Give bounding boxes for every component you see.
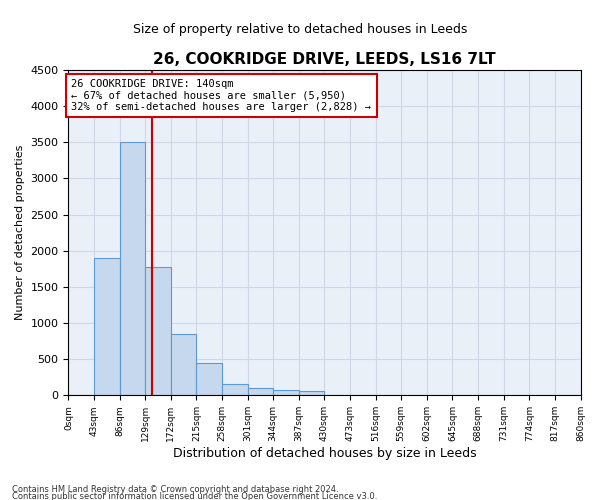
Bar [273,390,299,396]
Bar [248,388,273,396]
Bar [171,334,196,396]
Bar [145,267,171,396]
Bar [299,391,325,396]
Bar [222,384,248,396]
Text: Contains public sector information licensed under the Open Government Licence v3: Contains public sector information licen… [12,492,377,500]
Title: 26, COOKRIDGE DRIVE, LEEDS, LS16 7LT: 26, COOKRIDGE DRIVE, LEEDS, LS16 7LT [153,52,496,68]
Text: Size of property relative to detached houses in Leeds: Size of property relative to detached ho… [133,22,467,36]
Bar [196,363,222,396]
Text: 26 COOKRIDGE DRIVE: 140sqm
← 67% of detached houses are smaller (5,950)
32% of s: 26 COOKRIDGE DRIVE: 140sqm ← 67% of deta… [71,78,371,112]
Y-axis label: Number of detached properties: Number of detached properties [15,145,25,320]
Bar [94,258,119,396]
Bar [119,142,145,396]
Text: Contains HM Land Registry data © Crown copyright and database right 2024.: Contains HM Land Registry data © Crown c… [12,486,338,494]
X-axis label: Distribution of detached houses by size in Leeds: Distribution of detached houses by size … [173,447,476,460]
